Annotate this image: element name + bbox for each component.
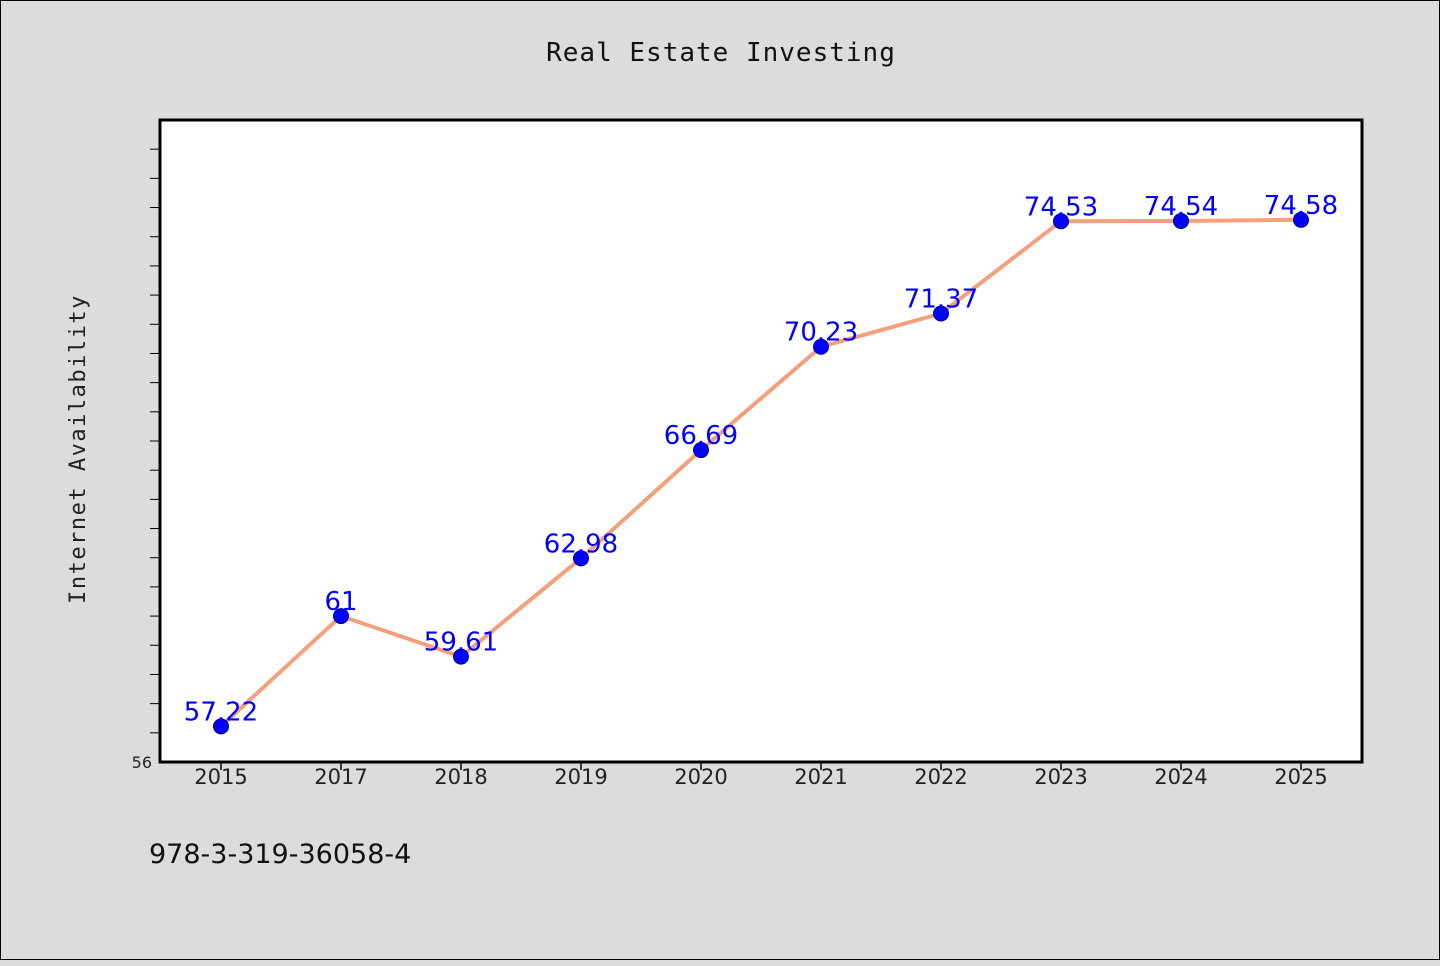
series-line-group: [219, 217, 1303, 729]
data-label: 62.98: [544, 529, 618, 559]
x-tick-label: 2025: [1274, 765, 1327, 789]
y-axis-label: Internet Availability: [66, 294, 91, 604]
data-label: 61: [324, 587, 357, 617]
data-label: 74.53: [1024, 192, 1098, 222]
data-point: [693, 442, 709, 459]
data-point: [333, 608, 349, 625]
data-point: [933, 305, 949, 322]
data-point: [453, 648, 469, 665]
data-labels: 57.22 61 59.61 62.98 66.69 70.23 71.37 74.53 74.…: [184, 191, 1338, 728]
x-tick-label: 2018: [434, 765, 487, 789]
x-tick-label: 2024: [1154, 765, 1207, 789]
data-label: 70.23: [784, 318, 858, 348]
data-label: 59.61: [424, 628, 498, 658]
x-axis-tick-labels: 2015 2017 2018 2019 2020 2021 2022 2023 2024 2025: [194, 765, 1327, 789]
data-point: [1173, 212, 1189, 229]
x-tick-label: 2022: [914, 765, 967, 789]
footnote-isbn: 978-3-319-36058-4: [149, 839, 411, 870]
chart-title: Real Estate Investing: [546, 38, 896, 68]
x-tick-label: 2019: [554, 765, 607, 789]
x-tick-label: 2021: [794, 765, 847, 789]
x-tick-label: 2015: [194, 765, 247, 789]
data-point: [813, 338, 829, 355]
series-line: [219, 217, 1303, 729]
x-tick-label: 2017: [314, 765, 367, 789]
x-tick-label: 2020: [674, 765, 727, 789]
y-axis-tick-labels: 56: [132, 753, 152, 772]
data-label: 71.37: [904, 284, 978, 314]
y-axis-ticks: [150, 148, 160, 734]
data-label: 74.58: [1264, 191, 1338, 221]
data-label: 66.69: [664, 421, 738, 451]
data-label: 57.22: [184, 697, 258, 727]
data-point: [573, 550, 589, 567]
data-point: [213, 718, 229, 735]
data-point: [1053, 213, 1069, 230]
x-axis-ticks: [220, 762, 1302, 770]
y-tick-label: 56: [132, 753, 152, 772]
series-markers: [213, 211, 1309, 735]
data-label: 74.54: [1144, 192, 1218, 222]
data-point: [1293, 211, 1309, 228]
plot-area: [158, 118, 1364, 764]
x-tick-label: 2023: [1034, 765, 1087, 789]
